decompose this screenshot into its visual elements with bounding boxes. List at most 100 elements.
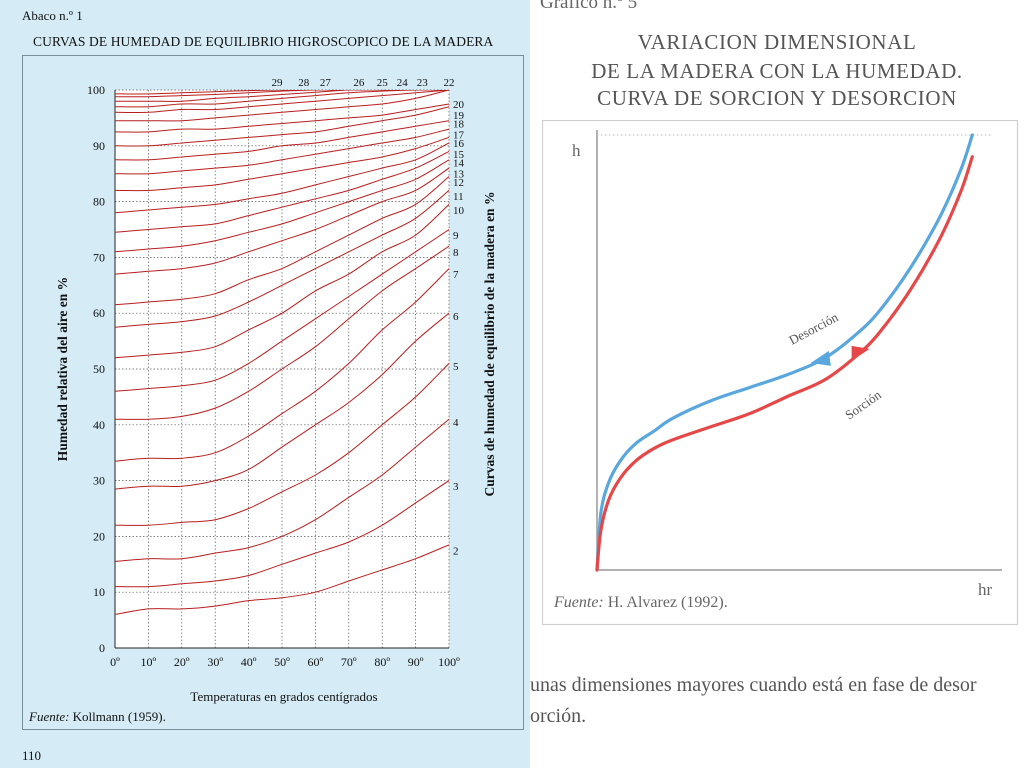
moisture-curve-17 bbox=[115, 136, 449, 192]
left-source-label: Fuente: bbox=[29, 709, 70, 724]
moisture-curve-15 bbox=[115, 150, 449, 233]
x-tick-label: 80º bbox=[374, 655, 390, 669]
x-tick-label: 10º bbox=[141, 655, 157, 669]
moisture-curve-20 bbox=[115, 106, 449, 147]
moisture-curve-7 bbox=[115, 268, 449, 462]
right-curve-label: 16 bbox=[453, 138, 465, 150]
x-tick-label: 40º bbox=[241, 655, 257, 669]
moisture-curve-8 bbox=[115, 245, 449, 420]
sorcion-label: Sorción bbox=[842, 387, 884, 423]
right-curve-label: 10 bbox=[453, 205, 465, 217]
left-page: Abaco n.º 1 CURVAS DE HUMEDAD DE EQUILIB… bbox=[0, 0, 530, 768]
y2-axis-label: Curvas de humedad de equilibrio de la ma… bbox=[482, 192, 497, 497]
right-curve-label: 20 bbox=[453, 99, 465, 111]
y-tick-label: 50 bbox=[93, 362, 105, 376]
right-source: Fuente: H. Alvarez (1992). bbox=[554, 594, 728, 612]
moisture-curve-5 bbox=[115, 363, 449, 526]
x-tick-label: 70º bbox=[341, 655, 357, 669]
page-number: 110 bbox=[22, 748, 42, 763]
right-curve-label: 9 bbox=[453, 230, 459, 242]
top-curve-label: 26 bbox=[353, 77, 365, 89]
curve-sorcion bbox=[595, 155, 974, 572]
right-curve-label: 5 bbox=[453, 361, 459, 373]
x-axis-label: hr bbox=[978, 580, 993, 599]
moisture-curve-12 bbox=[115, 176, 449, 306]
right-curve-label: 17 bbox=[453, 130, 465, 142]
x-tick-label: 90º bbox=[408, 655, 424, 669]
top-curve-label: 23 bbox=[417, 77, 429, 89]
y-tick-label: 10 bbox=[93, 585, 105, 599]
y-tick-label: 100 bbox=[87, 83, 105, 97]
moisture-curve-23 bbox=[115, 90, 449, 114]
moisture-curve-18 bbox=[115, 128, 449, 175]
x-tick-label: 0º bbox=[110, 655, 120, 669]
moisture-curve-24 bbox=[115, 90, 449, 108]
top-curve-label: 29 bbox=[271, 77, 283, 89]
y-tick-label: 70 bbox=[93, 250, 105, 264]
y-tick-label: 20 bbox=[93, 529, 105, 543]
right-curve-label: 18 bbox=[453, 118, 465, 130]
moisture-curve-6 bbox=[115, 312, 449, 490]
y-tick-label: 90 bbox=[93, 139, 105, 153]
x-tick-label: 30º bbox=[207, 655, 223, 669]
moisture-curve-21 bbox=[115, 103, 449, 133]
chart-frame bbox=[22, 55, 524, 730]
x-tick-label: 20º bbox=[174, 655, 190, 669]
grafico-label: Grafico n.º 5 bbox=[540, 0, 638, 13]
moisture-curve-19 bbox=[115, 120, 449, 161]
abaco-label: Abaco n.º 1 bbox=[22, 8, 83, 23]
x-axis-label: Temperaturas en grados centígrados bbox=[190, 689, 377, 704]
x-tick-label: 50º bbox=[274, 655, 290, 669]
right-curve-label: 15 bbox=[453, 149, 465, 161]
moisture-curve-9 bbox=[115, 229, 449, 392]
body-text-line-2: orción. bbox=[530, 705, 587, 727]
right-page: Grafico n.º 5 VARIACION DIMENSIONAL DE L… bbox=[530, 0, 1024, 768]
top-curve-label: 28 bbox=[298, 77, 310, 89]
moisture-curve-11 bbox=[115, 190, 449, 328]
y-tick-label: 60 bbox=[93, 306, 105, 320]
moisture-curve-27 bbox=[115, 90, 449, 95]
moisture-curve-2 bbox=[115, 544, 449, 615]
y-tick-label: 0 bbox=[99, 641, 105, 655]
moisture-curve-26 bbox=[115, 90, 449, 98]
right-source-label: Fuente: bbox=[554, 594, 604, 611]
right-curve-label: 14 bbox=[453, 158, 465, 170]
body-text-line-1: unas dimensiones mayores cuando está en … bbox=[530, 674, 977, 696]
top-curve-label: 27 bbox=[320, 77, 332, 89]
moisture-curve-16 bbox=[115, 142, 449, 214]
right-title-line-3: CURVA DE SORCION Y DESORCION bbox=[597, 86, 957, 110]
moisture-curve-3 bbox=[115, 480, 449, 588]
sorcion-arrow-icon bbox=[851, 345, 870, 361]
desorcion-label: Desorción bbox=[786, 309, 841, 348]
y-tick-label: 30 bbox=[93, 474, 105, 488]
curves-group bbox=[115, 90, 449, 615]
y-tick-label: 40 bbox=[93, 418, 105, 432]
top-curve-label: 25 bbox=[377, 77, 389, 89]
moisture-curve-4 bbox=[115, 418, 449, 562]
chart-frame bbox=[542, 120, 1019, 625]
right-title-line-2: DE LA MADERA CON LA HUMEDAD. bbox=[591, 59, 963, 83]
sorption-desorption-chart: h hr Desorción Sorción bbox=[542, 120, 1019, 625]
y-axis-label: h bbox=[572, 141, 581, 160]
left-source: Fuente: Kollmann (1959). bbox=[29, 709, 166, 725]
right-curve-label: 12 bbox=[453, 177, 464, 189]
top-curve-label: 24 bbox=[397, 77, 409, 89]
right-curve-label: 3 bbox=[453, 481, 459, 493]
top-curve-label: 22 bbox=[444, 77, 455, 89]
y-axis-label: Humedad relativa del aire en % bbox=[55, 277, 70, 461]
moisture-curve-10 bbox=[115, 204, 449, 359]
moisture-curve-25 bbox=[115, 90, 449, 102]
right-curve-label: 8 bbox=[453, 247, 459, 259]
x-tick-label: 60º bbox=[308, 655, 324, 669]
curve-desorcion bbox=[595, 133, 974, 572]
right-curve-label: 19 bbox=[453, 110, 465, 122]
moisture-curve-14 bbox=[115, 159, 449, 253]
right-curve-label: 11 bbox=[453, 191, 464, 203]
equilibrium-humidity-chart: 0 10 20 30 40 50 60 70 80 90 100 0º 10º 20º 30º 40º 50º 6… bbox=[22, 55, 524, 730]
x-tick-label: 100º bbox=[438, 655, 460, 669]
right-curve-label: 6 bbox=[453, 311, 459, 323]
right-curve-label: 13 bbox=[453, 169, 465, 181]
right-source-value: H. Alvarez (1992). bbox=[607, 594, 728, 611]
abaco-title: CURVAS DE HUMEDAD DE EQUILIBRIO HIGROSCO… bbox=[33, 34, 494, 49]
y-tick-label: 80 bbox=[93, 195, 105, 209]
